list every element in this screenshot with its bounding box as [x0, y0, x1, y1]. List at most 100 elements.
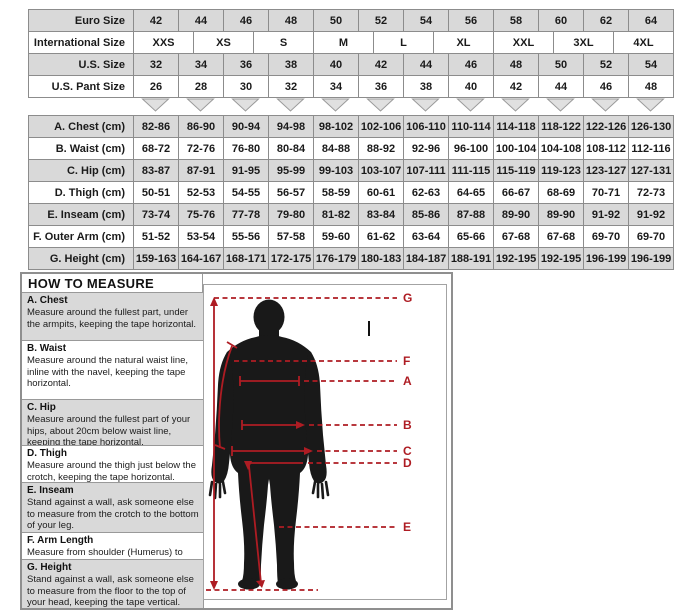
figure-label-A: A: [403, 374, 412, 388]
range-cell: 59-60: [314, 226, 359, 248]
range-cell: 123-127: [584, 160, 629, 182]
arrow-strip: [141, 98, 665, 112]
measure-item: C. Hip Measure around the fullest part of…: [22, 400, 203, 446]
measure-item: D. Thigh Measure around the thigh just be…: [22, 446, 203, 483]
row-label: D. Thigh (cm): [29, 182, 134, 204]
inseam-measure-line: [248, 465, 262, 584]
row-label: B. Waist (cm): [29, 138, 134, 160]
size-cell: XXS: [134, 32, 194, 54]
size-cell: 46: [449, 54, 494, 76]
size-cell: 46: [224, 10, 269, 32]
range-cell: 63-64: [404, 226, 449, 248]
size-cell: 56: [449, 10, 494, 32]
range-cell: 87-88: [449, 204, 494, 226]
figure-label-C: C: [403, 444, 412, 458]
range-cell: 72-73: [629, 182, 674, 204]
size-cell: XL: [434, 32, 494, 54]
measurement-guides: [206, 297, 397, 591]
range-cell: 60-61: [359, 182, 404, 204]
range-cell: 122-126: [584, 116, 629, 138]
size-cell: XXL: [494, 32, 554, 54]
figure-svg: G FA BCD E: [206, 291, 412, 591]
row-label: International Size: [29, 32, 134, 54]
size-cell: 34: [179, 54, 224, 76]
measure-list: A. Chest Measure around the fullest part,…: [22, 293, 204, 608]
range-cell: 64-65: [449, 182, 494, 204]
size-cell: 44: [404, 54, 449, 76]
range-cell: 58-59: [314, 182, 359, 204]
size-cell: 52: [584, 54, 629, 76]
range-cell: 184-187: [404, 248, 449, 270]
size-cell: 44: [539, 76, 584, 98]
down-arrow-icon: [591, 98, 620, 112]
measure-item-label: D. Thigh: [27, 448, 67, 459]
range-cell: 53-54: [179, 226, 224, 248]
range-cell: 126-130: [629, 116, 674, 138]
body-silhouette-icon: [208, 299, 330, 590]
size-cell: 36: [359, 76, 404, 98]
measurement-table: A. Chest (cm) 82-86 86-90 90-94 94-98 98-102 1…: [28, 115, 674, 270]
measure-item-text: Measure from shoulder (Humerus) to wrist…: [27, 547, 183, 559]
range-cell: 196-199: [584, 248, 629, 270]
size-cell: 58: [494, 10, 539, 32]
measure-item-text: Measure around the thigh just below the …: [27, 460, 196, 483]
range-cell: 80-84: [269, 138, 314, 160]
range-cell: 90-94: [224, 116, 269, 138]
range-cell: 89-90: [539, 204, 584, 226]
down-arrow-icon: [276, 98, 305, 112]
size-cell: 48: [629, 76, 674, 98]
range-cell: 68-72: [134, 138, 179, 160]
size-cell: 64: [629, 10, 674, 32]
range-cell: 103-107: [359, 160, 404, 182]
down-arrow-icon: [456, 98, 485, 112]
arm-length-curve: [218, 345, 233, 449]
size-cell: 54: [629, 54, 674, 76]
range-cell: 106-110: [404, 116, 449, 138]
range-cell: 76-80: [224, 138, 269, 160]
range-cell: 65-66: [449, 226, 494, 248]
range-cell: 127-131: [629, 160, 674, 182]
range-cell: 91-95: [224, 160, 269, 182]
down-arrow-icon: [636, 98, 665, 112]
range-cell: 54-55: [224, 182, 269, 204]
size-cell: 34: [314, 76, 359, 98]
measure-item-text: Stand against a wall, ask someone else t…: [27, 497, 199, 531]
size-cell: 62: [584, 10, 629, 32]
size-cell: 44: [179, 10, 224, 32]
measure-item: F. Arm Length Measure from shoulder (Hume…: [22, 533, 203, 560]
row-label: C. Hip (cm): [29, 160, 134, 182]
down-arrow-icon: [186, 98, 215, 112]
range-cell: 118-122: [539, 116, 584, 138]
size-table: Euro Size 42 44 46 48 50 52 54 56 58 60 62 64 Interna…: [28, 9, 674, 98]
range-cell: 88-92: [359, 138, 404, 160]
range-cell: 115-119: [494, 160, 539, 182]
range-cell: 92-96: [404, 138, 449, 160]
range-cell: 159-163: [134, 248, 179, 270]
measure-item-label: C. Hip: [27, 402, 56, 413]
size-cell: L: [374, 32, 434, 54]
size-cell: 28: [179, 76, 224, 98]
range-cell: 99-103: [314, 160, 359, 182]
range-cell: 83-84: [359, 204, 404, 226]
range-cell: 50-51: [134, 182, 179, 204]
range-cell: 111-115: [449, 160, 494, 182]
range-cell: 98-102: [314, 116, 359, 138]
range-cell: 69-70: [629, 226, 674, 248]
range-cell: 188-191: [449, 248, 494, 270]
range-cell: 89-90: [494, 204, 539, 226]
down-arrow-icon: [321, 98, 350, 112]
row-label: U.S. Size: [29, 54, 134, 76]
size-cell: 38: [404, 76, 449, 98]
range-cell: 110-114: [449, 116, 494, 138]
down-arrow-icon: [546, 98, 575, 112]
text-cursor-artifact: [368, 321, 370, 336]
size-cell: 42: [494, 76, 539, 98]
range-cell: 87-91: [179, 160, 224, 182]
size-cell: 46: [584, 76, 629, 98]
range-cell: 62-63: [404, 182, 449, 204]
range-cell: 56-57: [269, 182, 314, 204]
size-cell: 38: [269, 54, 314, 76]
row-label: G. Height (cm): [29, 248, 134, 270]
